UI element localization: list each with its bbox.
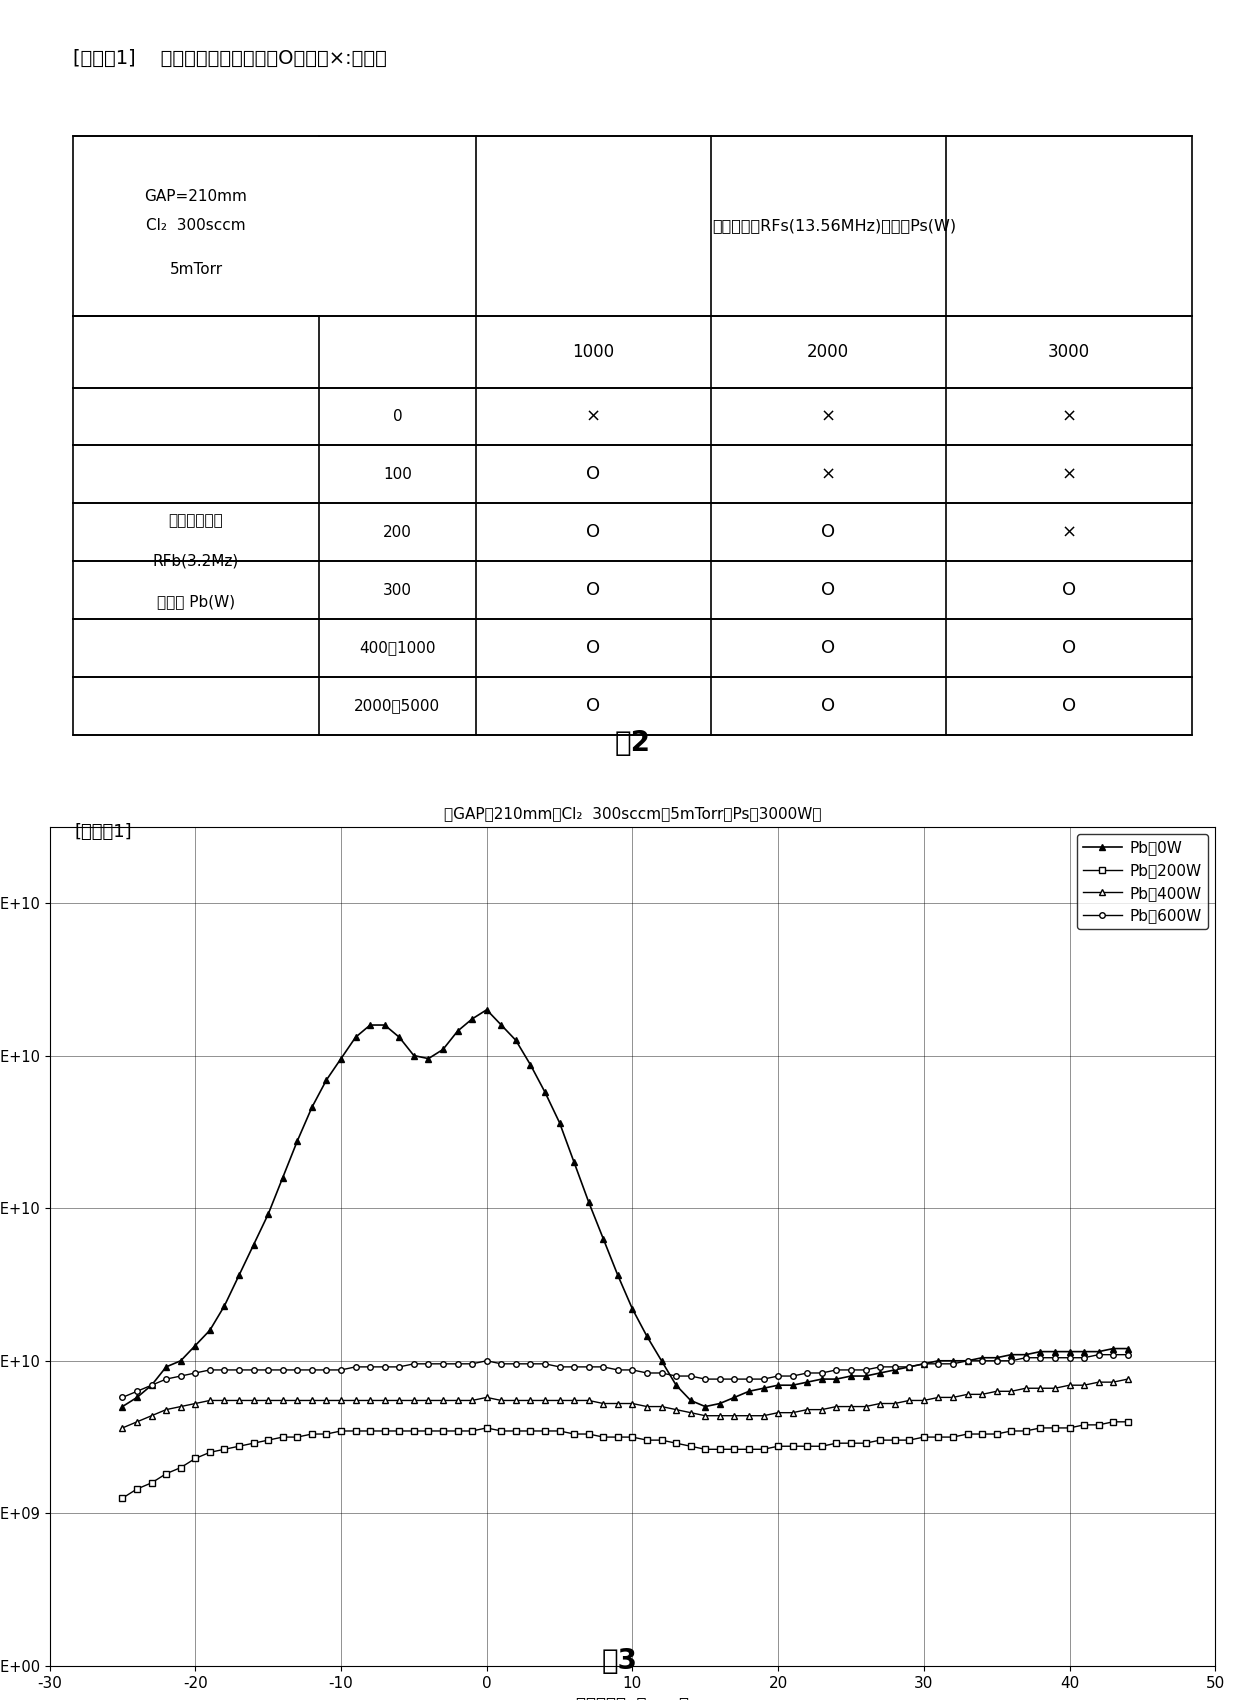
- Text: 2000: 2000: [807, 343, 849, 360]
- Pb＝200W: [115, 1488, 130, 1508]
- Pb＝200W: [975, 1425, 990, 1445]
- Pb＝600W: [1121, 1345, 1136, 1365]
- Pb＝400W: [115, 1418, 130, 1438]
- Text: 3000: 3000: [1048, 343, 1090, 360]
- Pb＝0W: [115, 1396, 130, 1416]
- Pb＝200W: [668, 1433, 683, 1454]
- Pb＝200W: [1106, 1411, 1121, 1431]
- Text: O: O: [821, 697, 836, 714]
- Text: 源用高频率RFs(13.56MHz)的功率Ps(W): 源用高频率RFs(13.56MHz)的功率Ps(W): [712, 219, 956, 233]
- Pb＝400W: [668, 1399, 683, 1420]
- Text: O: O: [587, 466, 600, 483]
- Line: Pb＝400W: Pb＝400W: [120, 1377, 1131, 1431]
- Text: O: O: [587, 639, 600, 656]
- Line: Pb＝0W: Pb＝0W: [120, 1006, 1131, 1409]
- Text: 400～1000: 400～1000: [360, 641, 435, 656]
- Text: O: O: [1061, 581, 1076, 598]
- Text: 0: 0: [393, 410, 402, 423]
- Text: O: O: [821, 524, 836, 541]
- Text: 的功率 Pb(W): 的功率 Pb(W): [157, 593, 236, 609]
- Text: RFb(3.2Mz): RFb(3.2Mz): [153, 554, 239, 568]
- Pb＝400W: [1121, 1368, 1136, 1389]
- Text: 200: 200: [383, 525, 412, 539]
- Text: O: O: [587, 524, 600, 541]
- Text: GAP=210mm: GAP=210mm: [145, 189, 248, 204]
- Pb＝200W: [1121, 1411, 1136, 1431]
- Text: 300: 300: [383, 583, 412, 597]
- Pb＝600W: [668, 1365, 683, 1386]
- Pb＝600W: [246, 1360, 262, 1380]
- Pb＝400W: [975, 1384, 990, 1404]
- Text: 1000: 1000: [572, 343, 614, 360]
- Title: （GAP＝210mm，Cl₂  300sccm，5mTorr，Ps＝3000W）: （GAP＝210mm，Cl₂ 300sccm，5mTorr，Ps＝3000W）: [444, 806, 821, 821]
- Pb＝200W: [960, 1425, 975, 1445]
- Pb＝200W: [348, 1421, 363, 1442]
- Text: O: O: [1061, 697, 1076, 714]
- Pb＝400W: [422, 1391, 436, 1411]
- Text: O: O: [587, 697, 600, 714]
- Pb＝0W: [1121, 1338, 1136, 1358]
- Pb＝0W: [348, 1027, 363, 1047]
- Pb＝600W: [115, 1387, 130, 1408]
- Text: 图3: 图3: [601, 1647, 639, 1674]
- Pb＝200W: [422, 1421, 436, 1442]
- Text: [实施例1]    （等离子体密度均匀性O：良好×:不好）: [实施例1] （等离子体密度均匀性O：良好×:不好）: [73, 49, 387, 68]
- Text: 100: 100: [383, 468, 412, 481]
- Bar: [314, 138, 325, 314]
- Text: ×: ×: [1061, 466, 1076, 483]
- Pb＝0W: [975, 1348, 990, 1369]
- Legend: Pb＝0W, Pb＝200W, Pb＝400W, Pb＝600W: Pb＝0W, Pb＝200W, Pb＝400W, Pb＝600W: [1078, 835, 1208, 930]
- Bar: [73, 136, 1192, 734]
- Pb＝400W: [377, 1391, 392, 1411]
- Text: 图2: 图2: [614, 729, 651, 756]
- Text: Cl₂  300sccm: Cl₂ 300sccm: [146, 219, 246, 233]
- Pb＝600W: [422, 1353, 436, 1374]
- Pb＝600W: [1091, 1345, 1106, 1365]
- Pb＝200W: [246, 1433, 262, 1454]
- Pb＝400W: [960, 1384, 975, 1404]
- Text: O: O: [1061, 639, 1076, 656]
- Pb＝400W: [348, 1391, 363, 1411]
- Pb＝0W: [422, 1049, 436, 1069]
- Pb＝600W: [348, 1357, 363, 1377]
- Text: 偏置用高频率: 偏置用高频率: [169, 513, 223, 529]
- Text: O: O: [821, 639, 836, 656]
- Pb＝600W: [975, 1350, 990, 1370]
- Text: ×: ×: [585, 408, 601, 425]
- Pb＝0W: [683, 1391, 698, 1411]
- Text: O: O: [587, 581, 600, 598]
- Text: 2000～5000: 2000～5000: [355, 699, 440, 714]
- Text: ×: ×: [821, 466, 836, 483]
- Text: ×: ×: [1061, 524, 1076, 541]
- Pb＝600W: [960, 1350, 975, 1370]
- Text: ×: ×: [821, 408, 836, 425]
- Text: ×: ×: [1061, 408, 1076, 425]
- Line: Pb＝600W: Pb＝600W: [120, 1352, 1131, 1401]
- Text: O: O: [821, 581, 836, 598]
- X-axis label: 径向的位置  （mm）: 径向的位置 （mm）: [575, 1697, 689, 1700]
- Pb＝0W: [479, 1000, 494, 1020]
- Pb＝0W: [246, 1234, 262, 1255]
- Text: 5mTorr: 5mTorr: [170, 262, 222, 277]
- Text: [实施例1]: [实施例1]: [74, 823, 131, 842]
- Pb＝0W: [990, 1348, 1004, 1369]
- Line: Pb＝200W: Pb＝200W: [120, 1420, 1131, 1501]
